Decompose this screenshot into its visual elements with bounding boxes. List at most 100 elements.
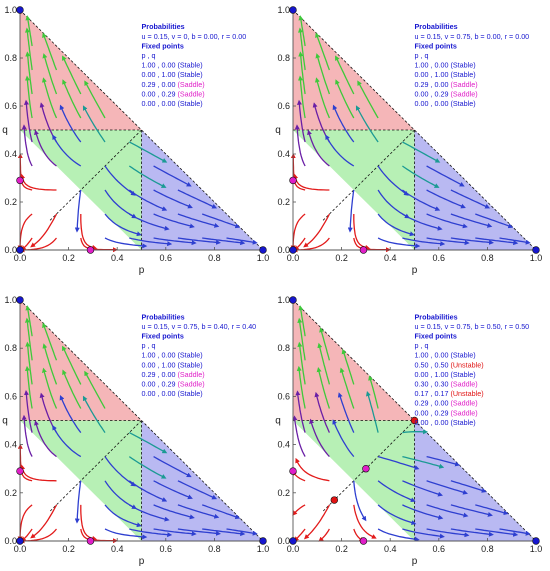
streamline bbox=[153, 456, 192, 478]
streamline bbox=[353, 480, 367, 522]
streamline bbox=[153, 165, 192, 187]
streamline bbox=[82, 395, 106, 433]
info-params: u = 0.15, v = 0.75, b = 0.50, r = 0.50 bbox=[415, 322, 530, 331]
fixed-point-stable bbox=[532, 246, 540, 254]
streamline bbox=[332, 419, 355, 458]
streamline bbox=[17, 504, 33, 542]
y-tick-label: 0.8 bbox=[4, 53, 17, 63]
streamline bbox=[128, 480, 168, 502]
streamline bbox=[129, 528, 173, 538]
fixed-point-entry: 0.00 , 0.00 (Stable) bbox=[142, 99, 203, 108]
streamline bbox=[153, 237, 197, 246]
y-tick-label: 0.2 bbox=[277, 197, 290, 207]
streamline bbox=[74, 189, 82, 233]
streamline bbox=[341, 348, 355, 385]
streamline bbox=[129, 432, 168, 454]
y-axis-label: q bbox=[275, 416, 281, 427]
streamline bbox=[297, 341, 306, 385]
y-tick-label: 0.0 bbox=[277, 536, 290, 546]
streamline bbox=[25, 51, 33, 95]
info-params: u = 0.15, v = 0.75, b = 0.40, r = 0.40 bbox=[142, 322, 257, 331]
streamline bbox=[62, 369, 82, 409]
streamline bbox=[475, 213, 514, 229]
x-tick-label: 0.6 bbox=[433, 544, 446, 554]
streamline bbox=[402, 189, 441, 211]
streamline bbox=[293, 173, 330, 191]
streamline bbox=[74, 480, 82, 524]
x-tick-label: 0.6 bbox=[160, 253, 173, 263]
fixed-points-header: p , q bbox=[415, 341, 429, 350]
y-tick-label: 0.6 bbox=[4, 391, 17, 401]
streamline bbox=[450, 213, 493, 228]
streamline bbox=[34, 420, 57, 458]
streamline bbox=[297, 75, 306, 119]
streamline bbox=[499, 237, 531, 245]
streamline bbox=[59, 394, 82, 433]
streamline bbox=[30, 504, 58, 539]
streamline bbox=[41, 367, 58, 409]
fixed-point-entry: 0.50 , 0.50 (Unstable) bbox=[415, 360, 484, 369]
streamline bbox=[295, 390, 306, 433]
fixed-point-saddle bbox=[16, 467, 24, 475]
fixed-point-stable bbox=[259, 246, 267, 254]
streamline bbox=[402, 237, 446, 247]
streamline bbox=[202, 528, 246, 537]
streamline bbox=[499, 528, 531, 536]
fixed-points-header: p , q bbox=[415, 51, 429, 60]
streamline bbox=[80, 214, 98, 250]
y-tick-label: 0.2 bbox=[277, 488, 290, 498]
fixed-points-header: p , q bbox=[142, 51, 156, 60]
streamline bbox=[202, 237, 246, 246]
y-tick-label: 1.0 bbox=[4, 5, 17, 15]
streamline bbox=[402, 480, 443, 497]
x-axis-label: p bbox=[139, 265, 145, 276]
simplex-edge bbox=[19, 9, 264, 251]
streamline bbox=[128, 165, 167, 188]
streamline bbox=[34, 129, 57, 167]
fixed-point-stable bbox=[289, 537, 297, 545]
streamline bbox=[295, 457, 330, 482]
fixed-point-entry: 0.00 , 0.29 (Saddle) bbox=[415, 408, 478, 417]
streamline bbox=[226, 528, 258, 536]
streamline bbox=[377, 189, 410, 219]
fixed-points-title: Fixed points bbox=[142, 41, 184, 50]
streamline bbox=[355, 105, 379, 143]
fixed-point-entry: 0.00 , 0.29 (Saddle) bbox=[142, 379, 205, 388]
fixed-point-entry: 1.00 , 0.00 (Stable) bbox=[415, 351, 476, 360]
fixed-point-saddle bbox=[86, 246, 95, 254]
x-tick-label: 0.0 bbox=[287, 544, 300, 554]
streamline bbox=[177, 213, 220, 228]
streamline bbox=[82, 105, 106, 143]
streamline bbox=[293, 237, 306, 251]
streamline bbox=[226, 237, 258, 245]
fixed-point-entry: 1.00 , 0.00 (Stable) bbox=[142, 61, 203, 70]
streamline bbox=[153, 480, 193, 500]
streamline bbox=[377, 504, 417, 525]
streamline bbox=[315, 32, 331, 71]
fixed-point-entry: 0.00 , 0.29 (Saddle) bbox=[415, 89, 478, 98]
fixed-point-entry: 0.00 , 0.29 (Saddle) bbox=[142, 89, 205, 98]
streamline bbox=[201, 213, 241, 229]
streamline bbox=[298, 15, 306, 47]
fixed-point-entry: 0.00 , 1.00 (Stable) bbox=[415, 370, 476, 379]
streamline bbox=[475, 504, 509, 516]
fixed-point-stable bbox=[16, 296, 24, 304]
streamline bbox=[402, 165, 440, 188]
fixed-point-stable bbox=[16, 537, 24, 545]
streamline bbox=[291, 470, 306, 482]
streamline bbox=[298, 51, 306, 95]
streamline bbox=[24, 27, 33, 71]
panel-4: 0.0 0.2 0.4 0.6 0.8 1.0 0.0 0.2 0.4 0.6 0.8 1.0 p q Pr… bbox=[275, 295, 542, 567]
x-axis-label: p bbox=[139, 556, 145, 567]
fixed-points-title: Fixed points bbox=[415, 41, 457, 50]
streamline bbox=[104, 528, 148, 540]
streamline bbox=[30, 213, 58, 248]
fixed-point-entry: 0.29 , 0.00 (Saddle) bbox=[415, 80, 478, 89]
boundary-diagonal bbox=[48, 420, 142, 513]
streamline bbox=[353, 504, 377, 539]
streamline bbox=[177, 237, 221, 245]
streamline bbox=[17, 213, 33, 251]
streamline bbox=[177, 189, 218, 209]
streamline bbox=[21, 124, 33, 167]
